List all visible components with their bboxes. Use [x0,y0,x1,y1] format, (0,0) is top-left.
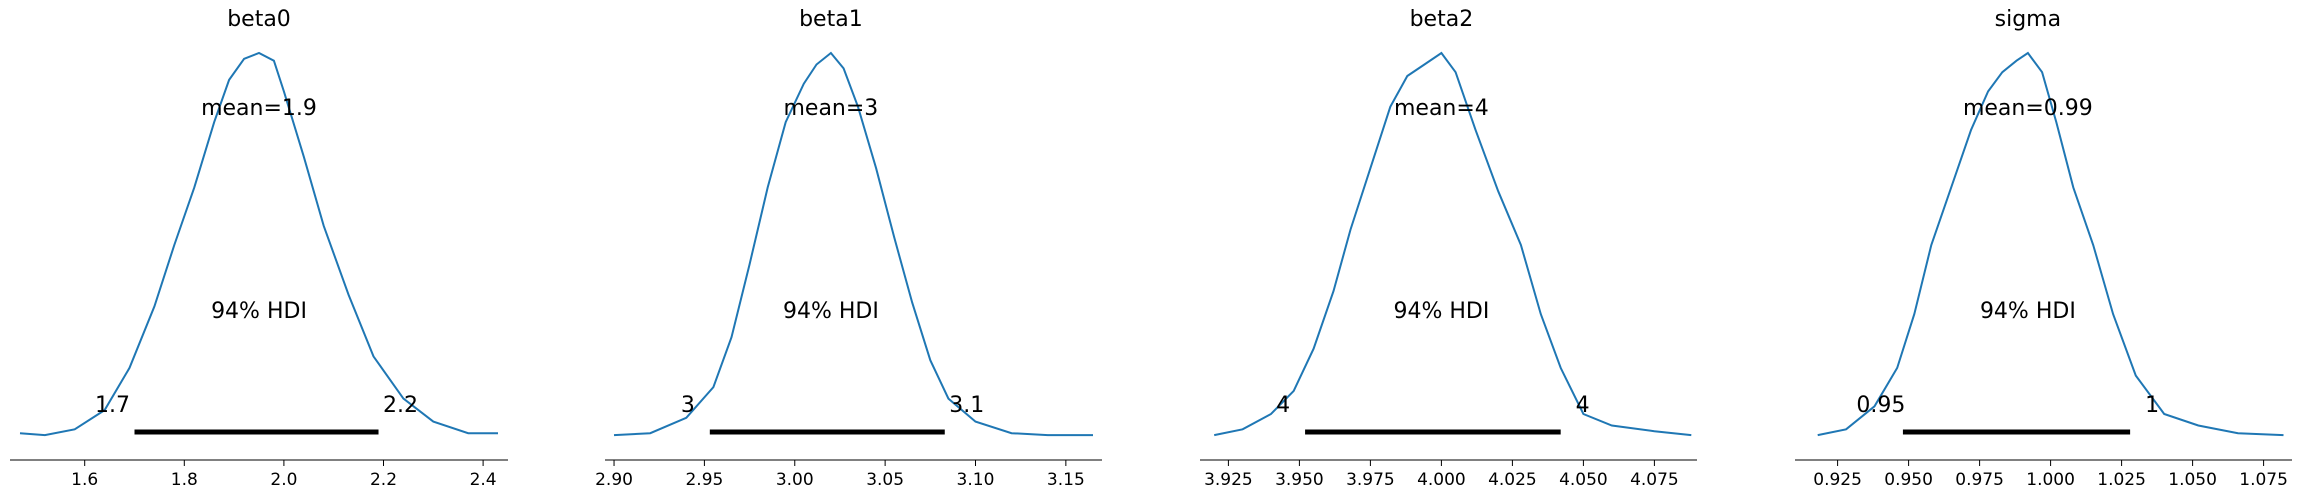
mean-label: mean=4 [1394,96,1489,121]
x-tick-label: 4.000 [1417,470,1466,490]
x-tick-label: 4.025 [1488,470,1537,490]
mean-label: mean=3 [783,96,878,121]
hdi-low-label: 0.95 [1856,393,1905,418]
density-curve [19,51,498,437]
x-tick-label: 1.6 [71,470,98,490]
x-tick-label: 4.075 [1630,470,1679,490]
x-tick-label: 1.8 [171,470,198,490]
density-curve [613,51,1093,437]
x-tick-label: 2.4 [470,470,497,490]
x-tick-label: 3.00 [776,470,814,490]
panel-sigma: sigma mean=0.99 94% HDI 0.95 1 0.925 0.95… [1795,7,2292,490]
hdi-high-label: 2.2 [383,393,418,418]
panel-beta2: beta2 mean=4 94% HDI 4 4 3.925 3.950 3.975… [1200,7,1697,490]
hdi-low-label: 1.7 [95,393,130,418]
panel-title: beta0 [227,7,291,32]
x-tick-label: 3.05 [866,470,904,490]
x-tick-label: 1.025 [2097,470,2146,490]
hdi-label: 94% HDI [211,299,307,324]
x-tick-label: 3.950 [1275,470,1324,490]
x-tick-label: 0.950 [1884,470,1933,490]
x-tick-label: 1.075 [2239,470,2288,490]
hdi-low-label: 4 [1276,393,1290,418]
x-tick-label: 1.050 [2168,470,2217,490]
hdi-low-label: 3 [681,393,695,418]
hdi-high-label: 4 [1576,393,1590,418]
x-tick-label: 2.90 [595,470,633,490]
x-tick-label: 0.975 [1955,470,2004,490]
hdi-label: 94% HDI [783,299,879,324]
hdi-high-label: 3.1 [949,393,984,418]
hdi-label: 94% HDI [1393,299,1489,324]
x-tick-label: 3.925 [1204,470,1253,490]
density-curve [1213,51,1692,437]
x-tick-label: 2.0 [270,470,297,490]
x-tick-label: 3.15 [1047,470,1085,490]
panel-beta1: beta1 mean=3 94% HDI 3 3.1 2.90 2.95 3.00 3… [595,7,1102,490]
x-tick-label: 4.050 [1559,470,1608,490]
hdi-label: 94% HDI [1980,299,2076,324]
mean-label: mean=1.9 [201,96,317,121]
panel-title: beta1 [799,7,863,32]
density-curve [1817,51,2284,437]
panel-beta0: beta0 mean=1.9 94% HDI 1.7 2.2 1.6 1.8 2.0… [10,7,508,490]
mean-label: mean=0.99 [1963,96,2093,121]
x-tick-label: 2.95 [685,470,723,490]
x-tick-label: 3.975 [1346,470,1395,490]
panel-title: sigma [1995,7,2061,32]
x-tick-label: 2.2 [370,470,397,490]
x-tick-label: 0.925 [1813,470,1862,490]
x-tick-label: 1.000 [2026,470,2075,490]
hdi-high-label: 1 [2145,393,2159,418]
panel-title: beta2 [1410,7,1474,32]
x-tick-label: 3.10 [957,470,995,490]
